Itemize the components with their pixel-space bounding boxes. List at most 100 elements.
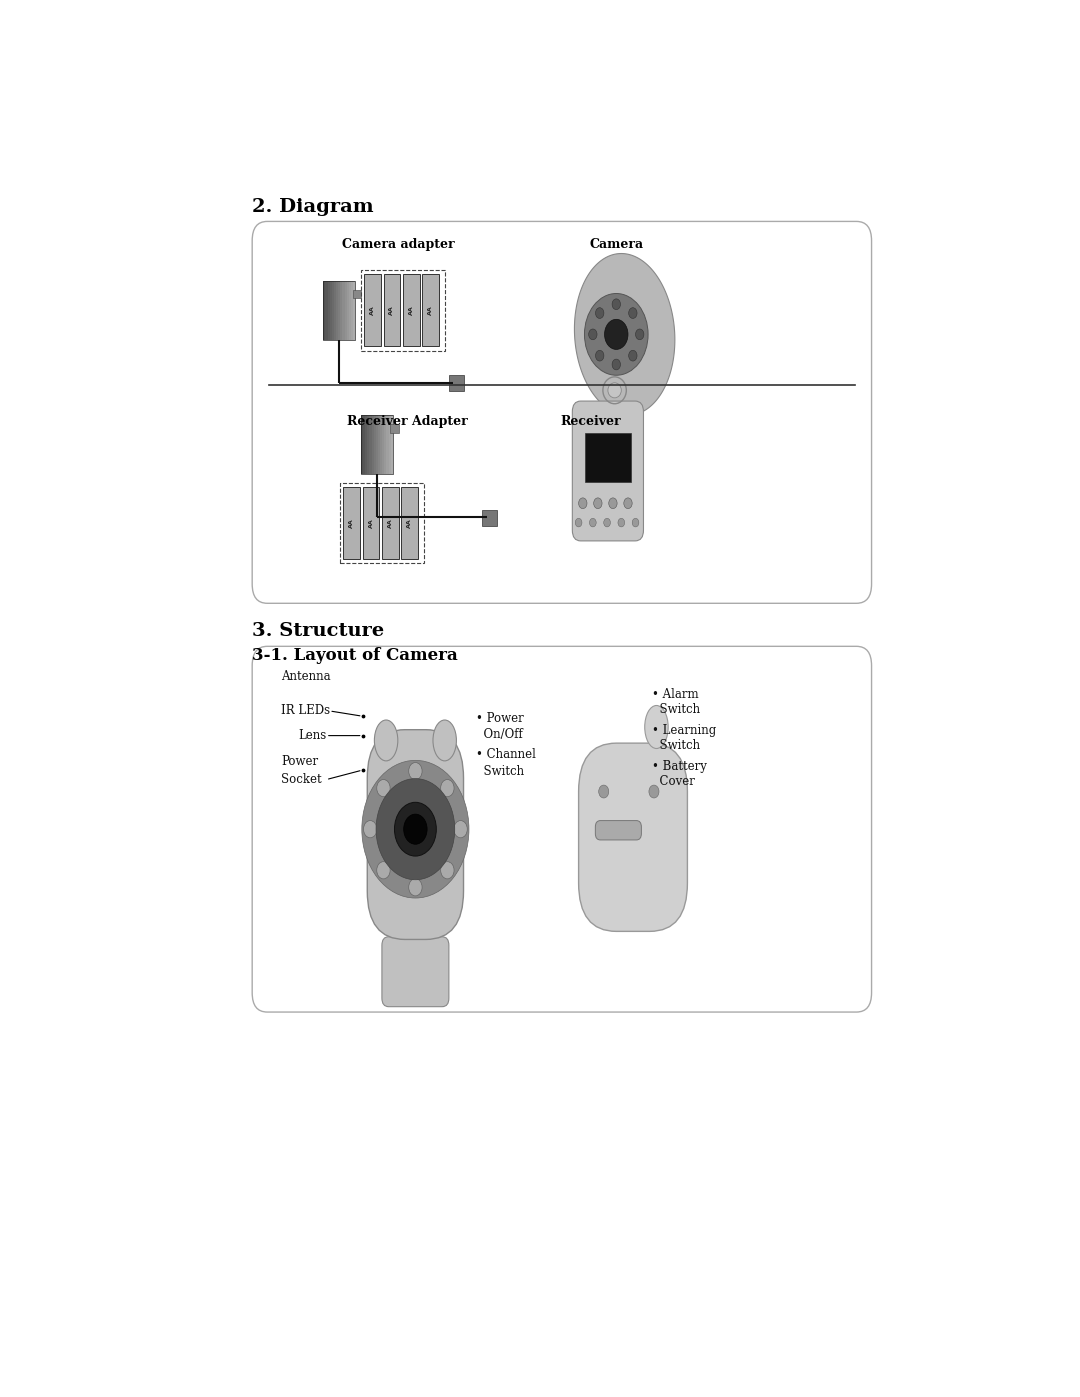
Text: Camera adapter: Camera adapter	[342, 237, 455, 250]
Bar	[343, 488, 360, 559]
Circle shape	[441, 862, 454, 879]
Circle shape	[618, 518, 624, 527]
Circle shape	[590, 518, 596, 527]
Text: 2. Diagram: 2. Diagram	[253, 198, 374, 215]
Bar	[352, 289, 361, 299]
Bar	[349, 281, 351, 339]
Bar	[372, 415, 374, 474]
Bar	[361, 415, 393, 474]
Circle shape	[624, 497, 632, 509]
Text: Lens: Lens	[298, 729, 326, 742]
Circle shape	[605, 320, 627, 349]
Circle shape	[441, 780, 454, 796]
Circle shape	[584, 293, 648, 376]
Text: Receiver Adapter: Receiver Adapter	[347, 415, 468, 427]
Bar	[449, 376, 464, 391]
Circle shape	[598, 785, 609, 798]
Bar	[483, 510, 498, 525]
Circle shape	[595, 351, 604, 360]
Text: On/Off: On/Off	[476, 728, 523, 740]
Text: AA: AA	[390, 306, 394, 316]
Circle shape	[576, 518, 582, 527]
Circle shape	[362, 760, 469, 898]
Polygon shape	[575, 253, 675, 415]
Text: • Power: • Power	[476, 712, 524, 725]
Ellipse shape	[645, 705, 669, 749]
Bar	[422, 274, 438, 346]
FancyBboxPatch shape	[382, 937, 449, 1007]
Circle shape	[609, 497, 617, 509]
Bar	[387, 415, 389, 474]
Ellipse shape	[608, 383, 621, 398]
Text: AA: AA	[408, 306, 414, 316]
Bar	[338, 281, 340, 339]
Circle shape	[629, 307, 637, 319]
Bar	[342, 281, 345, 339]
Text: Switch: Switch	[652, 703, 701, 717]
Circle shape	[635, 330, 644, 339]
Bar	[347, 281, 349, 339]
Bar	[390, 425, 399, 433]
Text: AA: AA	[349, 518, 354, 528]
FancyBboxPatch shape	[595, 820, 642, 840]
Bar	[378, 415, 380, 474]
Bar	[323, 281, 325, 339]
Bar	[374, 415, 376, 474]
FancyBboxPatch shape	[253, 647, 872, 1011]
Bar	[340, 483, 423, 563]
Text: Socket: Socket	[282, 773, 322, 787]
Bar	[391, 415, 393, 474]
Bar	[383, 274, 401, 346]
Text: • Battery: • Battery	[652, 760, 707, 774]
Text: Switch: Switch	[652, 739, 701, 752]
Circle shape	[376, 778, 455, 880]
Text: • Learning: • Learning	[652, 724, 716, 736]
Bar	[380, 415, 382, 474]
Text: Switch: Switch	[476, 764, 525, 778]
Text: • Channel: • Channel	[476, 749, 537, 761]
Bar	[363, 415, 365, 474]
Bar	[340, 281, 342, 339]
Text: Antenna: Antenna	[282, 671, 332, 683]
Ellipse shape	[433, 719, 457, 761]
Text: Cover: Cover	[652, 775, 696, 788]
Text: AA: AA	[428, 306, 433, 316]
Bar	[361, 415, 363, 474]
Bar	[376, 415, 378, 474]
Bar	[332, 281, 334, 339]
Bar	[325, 281, 327, 339]
Bar	[329, 281, 332, 339]
Text: Power: Power	[282, 754, 319, 768]
Ellipse shape	[375, 719, 397, 761]
Text: AA: AA	[370, 306, 375, 316]
Circle shape	[595, 307, 604, 319]
Bar	[367, 415, 369, 474]
FancyBboxPatch shape	[579, 743, 688, 932]
Circle shape	[612, 299, 620, 310]
Circle shape	[394, 802, 436, 856]
Text: 3. Structure: 3. Structure	[253, 622, 384, 640]
Circle shape	[649, 785, 659, 798]
Circle shape	[612, 359, 620, 370]
Bar	[351, 281, 353, 339]
Bar	[323, 281, 355, 339]
Bar	[364, 274, 381, 346]
Bar	[384, 415, 387, 474]
Bar	[327, 281, 329, 339]
FancyBboxPatch shape	[367, 729, 463, 939]
Text: • Alarm: • Alarm	[652, 689, 699, 701]
Bar	[361, 270, 445, 351]
Text: IR LEDs: IR LEDs	[282, 704, 330, 718]
Bar	[363, 488, 379, 559]
Text: AA: AA	[407, 518, 413, 528]
Circle shape	[632, 518, 639, 527]
Circle shape	[377, 862, 390, 879]
FancyBboxPatch shape	[253, 222, 872, 604]
Bar	[334, 281, 336, 339]
Circle shape	[589, 330, 597, 339]
Circle shape	[604, 518, 610, 527]
Bar	[401, 488, 418, 559]
Text: 3-1. Layout of Camera: 3-1. Layout of Camera	[253, 647, 458, 665]
Text: Camera: Camera	[590, 237, 644, 250]
Bar	[585, 433, 631, 482]
